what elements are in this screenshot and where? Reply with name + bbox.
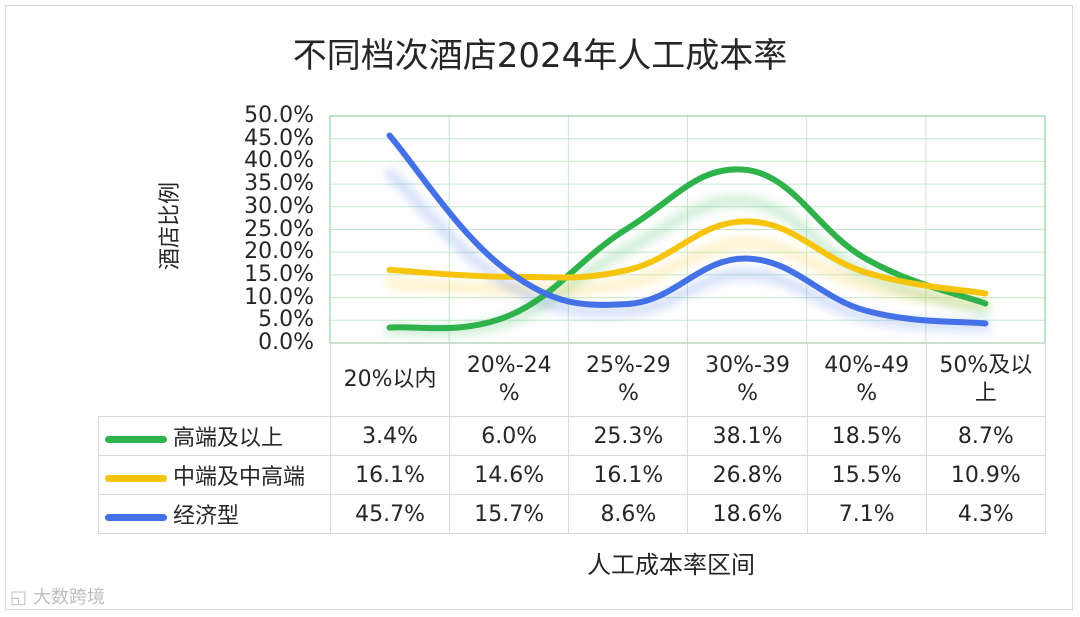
data-label: 45.7% bbox=[329, 494, 451, 534]
data-label: 15.7% bbox=[449, 494, 570, 534]
series-glow bbox=[384, 195, 991, 336]
y-tick-label: 10.0% bbox=[244, 284, 314, 310]
data-label: 26.8% bbox=[687, 455, 808, 495]
y-tick-label: 25.0% bbox=[244, 216, 314, 242]
x-tick-label: 20%-24% bbox=[449, 343, 570, 417]
x-tick-label: 25%-29% bbox=[568, 343, 689, 417]
y-tick-label: 5.0% bbox=[258, 307, 314, 333]
table-row: 经济型 45.7% 15.7% 8.6% 18.6% 7.1% 4.3% bbox=[98, 494, 1046, 534]
data-label: 6.0% bbox=[449, 416, 570, 456]
data-label: 3.4% bbox=[329, 416, 451, 456]
series-glow bbox=[384, 238, 991, 308]
y-tick-label: 20.0% bbox=[244, 239, 314, 265]
legend-entry: 经济型 bbox=[98, 494, 331, 534]
watermark: ◱ 大数跨境 bbox=[10, 583, 105, 609]
y-tick-label: 30.0% bbox=[244, 193, 314, 219]
x-axis-label: 人工成本率区间 bbox=[587, 551, 755, 579]
x-tick-label: 50%及以上 bbox=[925, 343, 1046, 417]
legend-key bbox=[105, 513, 167, 521]
data-label: 14.6% bbox=[449, 455, 570, 495]
data-label: 7.1% bbox=[806, 494, 927, 534]
data-label: 4.3% bbox=[925, 494, 1046, 534]
series-line bbox=[386, 218, 989, 297]
data-label: 16.1% bbox=[329, 455, 451, 495]
data-label: 8.6% bbox=[568, 494, 689, 534]
series-glow bbox=[384, 167, 991, 332]
x-tick-label: 20%以内 bbox=[329, 343, 451, 417]
legend-key bbox=[105, 474, 167, 482]
series-name: 经济型 bbox=[173, 504, 240, 529]
series-line bbox=[386, 166, 989, 332]
data-label: 25.3% bbox=[568, 416, 689, 456]
y-tick-label: 35.0% bbox=[244, 171, 314, 197]
legend-entry: 高端及以上 bbox=[98, 416, 331, 456]
data-label: 15.5% bbox=[806, 455, 927, 495]
watermark-text: 大数跨境 bbox=[33, 587, 106, 608]
chart-title: 不同档次酒店2024年人工成本率 bbox=[292, 36, 788, 76]
data-label: 10.9% bbox=[925, 455, 1046, 495]
table-corner bbox=[98, 343, 331, 417]
data-label: 38.1% bbox=[687, 416, 808, 456]
y-tick-label: 45.0% bbox=[244, 125, 314, 151]
legend-entry: 中端及中高端 bbox=[98, 455, 331, 495]
series-line bbox=[386, 132, 989, 327]
y-tick-label: 50.0% bbox=[244, 103, 314, 128]
logo-icon: ◱ bbox=[10, 587, 28, 608]
data-label: 8.7% bbox=[925, 416, 1046, 456]
y-tick-label: 15.0% bbox=[244, 261, 314, 287]
series-name: 高端及以上 bbox=[173, 426, 284, 451]
category-row: 20%以内 20%-24% 25%-29% 30%-39% 40%-49% 50%及以上 bbox=[98, 343, 1046, 417]
data-label: 16.1% bbox=[568, 455, 689, 495]
x-tick-label: 30%-39% bbox=[687, 343, 808, 417]
y-tick-label: 40.0% bbox=[244, 148, 314, 174]
x-tick-label: 40%-49% bbox=[806, 343, 927, 417]
data-table: 20%以内 20%-24% 25%-29% 30%-39% 40%-49% 50%及以上高… bbox=[98, 343, 1046, 534]
legend-key bbox=[105, 435, 167, 443]
table-row: 高端及以上 3.4% 6.0% 25.3% 38.1% 18.5% 8.7% bbox=[98, 416, 1046, 456]
series-name: 中端及中高端 bbox=[173, 465, 306, 490]
table-row: 中端及中高端 16.1% 14.6% 16.1% 26.8% 15.5% 10.9% bbox=[98, 455, 1046, 495]
data-label: 18.5% bbox=[806, 416, 927, 456]
data-label: 18.6% bbox=[687, 494, 808, 534]
